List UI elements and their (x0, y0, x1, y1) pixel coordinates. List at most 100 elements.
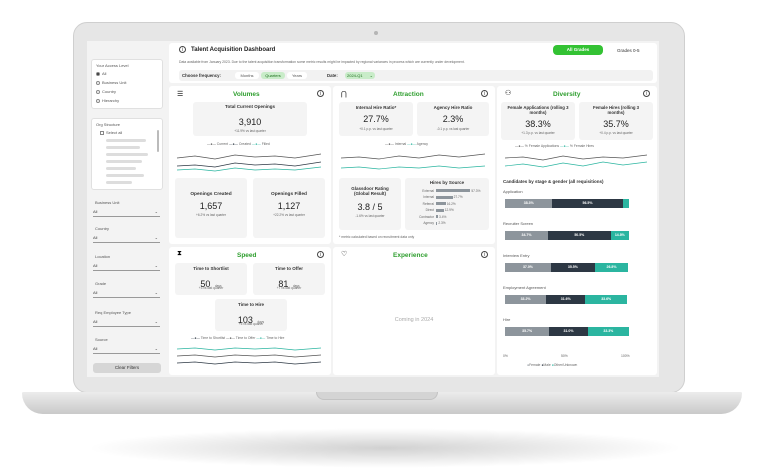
source-label: Contractor (419, 214, 434, 219)
stage-segment-other[interactable]: 33.3% (587, 327, 629, 336)
dashboard-screen: Your Access Level All Business Unit Coun… (87, 41, 659, 377)
filter-country-dropdown[interactable]: All ⌄ (93, 235, 160, 243)
access-option-all[interactable]: All (96, 71, 106, 76)
chevron-down-icon: ⌄ (154, 290, 158, 295)
glassdoor-label: Glassdoor Rating (Global Result) (351, 186, 389, 196)
header-panel: i Talent Acquisition Dashboard All Grade… (169, 43, 657, 83)
org-item-blurred[interactable] (106, 146, 140, 149)
stage-segment-male[interactable]: 31.6% (546, 295, 586, 304)
fh-label: Female Hires (rolling 3 months) (592, 105, 640, 115)
source-bar[interactable] (436, 221, 438, 225)
source-title: Hires by Source (429, 180, 465, 185)
fa-value: 38.3% (525, 119, 551, 129)
access-option-bu[interactable]: Business Unit (96, 80, 126, 85)
source-label: Agency (423, 221, 434, 225)
info-icon[interactable]: i (179, 46, 186, 53)
attraction-legend: —●— Internal —●— Agency (385, 142, 428, 146)
axis-0: 0% (503, 354, 508, 358)
org-select-all[interactable]: Select all (100, 130, 122, 135)
stage-segment-other[interactable]: 33.6% (585, 295, 627, 304)
freq-quarters[interactable]: Quarters (261, 72, 285, 79)
source-label: Referral (422, 201, 434, 206)
source-value: 2.3% (438, 221, 446, 225)
stage-segment-male[interactable]: 35.5% (550, 263, 595, 272)
freq-months[interactable]: Months (235, 72, 259, 79)
info-icon[interactable]: i (481, 251, 488, 258)
source-label: External (422, 188, 434, 193)
diversity-title: Diversity (553, 91, 581, 98)
fa-label: Female Applications (rolling 3 months) (507, 105, 569, 115)
agency-hire-tile: Agency Hire Ratio 2.3% -0.1 p.p. vs last… (417, 102, 489, 136)
info-icon[interactable]: i (643, 90, 650, 97)
date-dropdown[interactable]: 2024-Q1 ⌄ (345, 72, 375, 79)
stage-segment-other[interactable]: 26.8% (594, 263, 629, 272)
info-icon[interactable]: i (481, 90, 488, 97)
axis-50: 50% (561, 354, 568, 358)
filter-req-type-dropdown[interactable]: All ⌄ (93, 319, 160, 327)
ahr-value: 2.3% (442, 114, 464, 124)
stage-segment-female[interactable]: 33.2% (505, 295, 547, 304)
stage-segment-other[interactable]: 14.8% (610, 231, 629, 240)
filter-source-dropdown[interactable]: All ⌄ (93, 346, 160, 354)
chevron-down-icon: ⌄ (154, 235, 158, 240)
all-grades-button[interactable]: All Grades (553, 45, 603, 55)
series-current (176, 153, 322, 160)
stage-segment-female[interactable]: 37.0% (505, 263, 551, 272)
source-bar[interactable] (436, 189, 471, 192)
stage-segment-other[interactable] (622, 199, 629, 208)
camera-icon (374, 31, 378, 35)
filter-location-dropdown[interactable]: All ⌄ (93, 263, 160, 271)
stage-segment-male[interactable]: 56.5% (552, 199, 623, 208)
female-hires-tile: Female Hires (rolling 3 months) 35.7% +0… (579, 102, 653, 140)
source-value: 16.2% (446, 201, 456, 206)
stage-label: Interview Entry (503, 253, 530, 258)
source-bar[interactable] (436, 208, 444, 212)
org-item-blurred[interactable] (106, 181, 132, 184)
openings-created-change: +6.2% vs last quarter (195, 213, 227, 217)
org-item-blurred[interactable] (106, 160, 142, 163)
org-item-blurred[interactable] (106, 167, 136, 170)
access-option-hierarchy[interactable]: Hierarchy (96, 98, 119, 103)
speed-title: Speed (237, 252, 257, 259)
org-title: Org Structure (96, 122, 121, 127)
stage-segment-male[interactable]: 31.0% (549, 327, 588, 336)
source-bar[interactable] (436, 202, 446, 205)
to-change: +7 vs last quarter (276, 286, 302, 290)
info-icon[interactable]: i (317, 90, 324, 97)
stage-segment-female[interactable]: 38.3% (505, 199, 553, 208)
volumes-panel: ☰ Volumes i Total Current Openings 3,910… (169, 86, 331, 244)
series-filled (176, 166, 322, 172)
filter-bu-dropdown[interactable]: All ⌄ (93, 209, 160, 217)
stage-title: Candidates by stage & gender (all requis… (503, 179, 604, 184)
series-created (176, 161, 322, 168)
ahr-label: Agency Hire Ratio (433, 105, 473, 110)
frequency-label: Choose frequency: (182, 73, 221, 78)
grades-0-5-button[interactable]: Grades 0-5 (617, 48, 640, 53)
org-item-blurred[interactable] (106, 174, 144, 177)
source-bar[interactable] (436, 195, 453, 199)
org-item-blurred[interactable] (106, 153, 148, 156)
filter-grade-dropdown[interactable]: All ⌄ (93, 290, 160, 298)
org-scrollbar[interactable] (157, 130, 159, 152)
freq-years[interactable]: Years (287, 72, 307, 79)
time-to-offer-tile: Time to Offer 81 days +7 vs last quarter (253, 263, 325, 295)
clear-filters-button[interactable]: Clear Filters (93, 363, 161, 373)
info-icon[interactable]: i (317, 251, 324, 258)
openings-filled-tile: Openings Filled 1,127 +22.2% vs last qua… (253, 178, 325, 238)
org-item-blurred[interactable] (106, 139, 146, 142)
diversity-trend-chart (504, 154, 648, 168)
ihr-change: +0.1 p.p. vs last quarter (359, 127, 393, 131)
stage-segment-male[interactable]: 50.5% (548, 231, 611, 240)
ts-label: Time to Shortlist (193, 266, 229, 271)
filter-label-source: Source (95, 337, 108, 342)
th-change: +5 vs last quarter (238, 322, 264, 326)
ahr-change: -0.1 p.p. vs last quarter (436, 127, 470, 131)
source-bar[interactable] (436, 215, 439, 218)
stage-segment-female[interactable]: 34.7% (505, 231, 549, 240)
coming-soon-text: Coming in 2024 (394, 317, 434, 323)
attraction-panel: ⋂ Attraction i Internal Hire Ratio* 27.7… (333, 86, 495, 244)
access-option-country[interactable]: Country (96, 89, 116, 94)
stage-segment-female[interactable]: 35.7% (505, 327, 550, 336)
attraction-footnote: * metric calculated based on recruitment… (339, 235, 415, 239)
date-label: Date: (327, 73, 338, 78)
